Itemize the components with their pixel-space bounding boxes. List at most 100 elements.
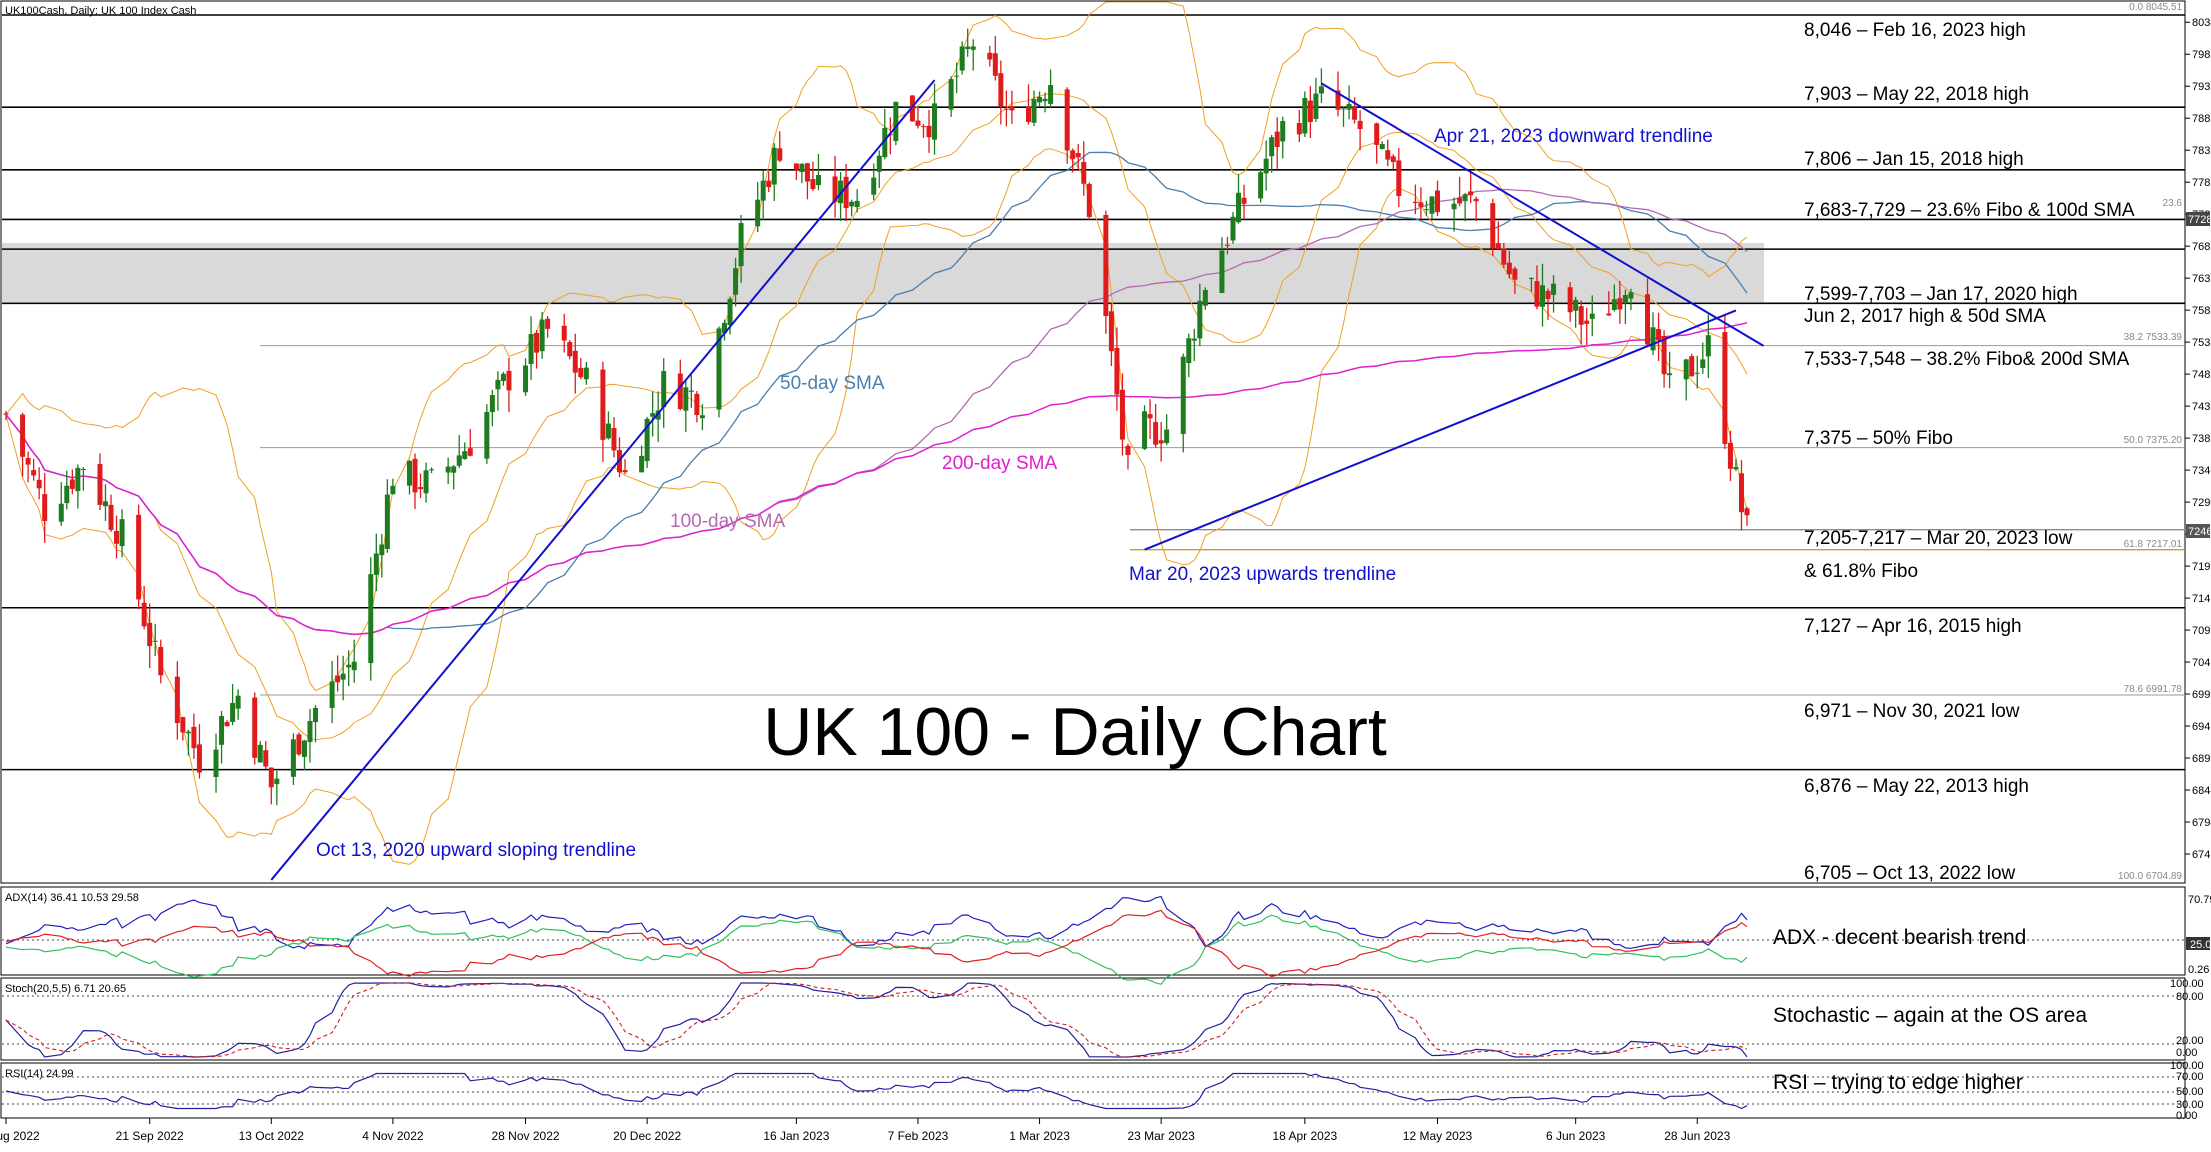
rsi-note: RSI – trying to edge higher xyxy=(1773,1071,2023,1094)
candle-body xyxy=(920,126,926,128)
level-label: & 61.8% Fibo xyxy=(1804,561,1918,582)
candle-body xyxy=(1197,300,1203,339)
candle-body xyxy=(655,410,661,420)
candle-body xyxy=(185,731,191,734)
date-tick-label: 21 Sep 2022 xyxy=(116,1129,184,1143)
price-tick-label: 7985.19 xyxy=(2192,49,2211,61)
candle-body xyxy=(1689,356,1695,377)
candle-body xyxy=(1506,262,1512,275)
candle-body xyxy=(1622,295,1628,304)
price-tick-label: 6844.39 xyxy=(2192,785,2211,797)
candle-body xyxy=(141,602,147,627)
candle-body xyxy=(114,531,120,544)
candle-body xyxy=(528,334,534,364)
candle-body xyxy=(583,367,589,380)
candle-body xyxy=(1202,290,1208,306)
candle-body xyxy=(196,744,202,773)
candle-body xyxy=(313,707,319,723)
annotation-mar20-trendline: Mar 20, 2023 upwards trendline xyxy=(1129,564,1396,585)
candle-body xyxy=(1423,209,1429,211)
candle-body xyxy=(456,455,462,466)
price-tick-label: 7340.39 xyxy=(2192,465,2211,477)
candle-body xyxy=(1003,108,1009,110)
level-label: 6,705 – Oct 13, 2022 low xyxy=(1804,863,2016,884)
price-tick-label: 7092.39 xyxy=(2192,625,2211,637)
level-label: 7,127 – Apr 16, 2015 high xyxy=(1804,616,2022,637)
chart-title: UK 100 - Daily Chart xyxy=(763,694,1387,770)
level-label: 7,599-7,703 – Jan 17, 2020 high xyxy=(1804,284,2078,305)
candle-body xyxy=(722,322,728,334)
candle-body xyxy=(1661,335,1667,375)
moving-averages xyxy=(5,151,1748,636)
candle-body xyxy=(1142,411,1148,449)
adx-panel xyxy=(0,886,2186,976)
candle-body xyxy=(644,418,650,462)
candle-body xyxy=(1318,86,1324,94)
candle-body xyxy=(136,514,142,600)
candle-body xyxy=(1738,473,1744,513)
level-label: 6,971 – Nov 30, 2021 low xyxy=(1804,701,2020,722)
candle-body xyxy=(733,268,739,295)
price-tick-label: 7538.79 xyxy=(2192,337,2211,349)
candle-body xyxy=(1700,359,1706,368)
candle-body xyxy=(567,342,573,357)
candle-body xyxy=(119,519,125,547)
price-tick-label: 7836.39 xyxy=(2192,145,2211,157)
candle-body xyxy=(213,749,219,777)
level-label: 7,205-7,217 – Mar 20, 2023 low xyxy=(1804,528,2073,549)
candle-body xyxy=(489,395,495,413)
adx-tick: 25.00 xyxy=(2190,939,2211,951)
candle-body xyxy=(152,640,158,642)
candle-body xyxy=(180,717,186,733)
candle-body xyxy=(224,722,230,727)
candle-body xyxy=(965,46,971,50)
candle-body xyxy=(102,501,108,507)
candle-body xyxy=(307,721,313,743)
rsi-tick: 0.00 xyxy=(2176,1110,2197,1122)
candle-body xyxy=(1357,120,1363,129)
fib-label: 61.8 7217.01 xyxy=(2124,539,2183,550)
candle-body xyxy=(1490,203,1496,249)
date-tick-label: 13 Oct 2022 xyxy=(239,1129,305,1143)
candle-body xyxy=(1385,150,1391,160)
candle-body xyxy=(368,574,374,664)
candle-body xyxy=(268,767,274,788)
candle-body xyxy=(523,365,529,393)
candle-body xyxy=(418,487,424,490)
rsi-line xyxy=(5,1072,1748,1110)
trendlines xyxy=(270,79,1765,881)
candle-body xyxy=(677,373,683,409)
fib-label: 38.2 7533.39 xyxy=(2124,332,2183,343)
date-tick-label: 12 May 2023 xyxy=(1403,1129,1473,1143)
candle-body xyxy=(263,750,269,767)
stoch-tick: 20.00 xyxy=(2176,1035,2204,1047)
price-tick-label: 7141.99 xyxy=(2192,593,2211,605)
candle-body xyxy=(1236,192,1242,223)
candle-body xyxy=(75,467,81,492)
oct13-upward-trendline xyxy=(270,79,936,881)
level-label: 7,533-7,548 – 38.2% Fibo& 200d SMA xyxy=(1804,349,2130,370)
candle-body xyxy=(1584,320,1590,324)
rsi-panel xyxy=(0,1062,2186,1119)
candle-body xyxy=(1501,248,1507,265)
candle-body xyxy=(915,120,921,126)
candle-body xyxy=(849,201,855,207)
mar20-upward-trendline xyxy=(1144,309,1737,551)
price-tick-label: 6893.99 xyxy=(2192,753,2211,765)
candle-body xyxy=(755,199,761,227)
candle-body xyxy=(69,479,75,489)
candle-body xyxy=(1667,373,1673,376)
candle-body xyxy=(429,469,435,471)
candle-body xyxy=(1219,250,1225,293)
candle-body xyxy=(42,494,48,521)
candle-body xyxy=(1186,338,1192,364)
stoch-tick: 80.00 xyxy=(2176,991,2204,1003)
candle-body xyxy=(1390,156,1396,162)
bollinger-lower xyxy=(5,148,1748,865)
candle-body xyxy=(1048,85,1054,104)
candle-body xyxy=(1578,306,1584,325)
candle-body xyxy=(1412,201,1418,204)
apr21-downward-trendline xyxy=(1320,82,1765,347)
